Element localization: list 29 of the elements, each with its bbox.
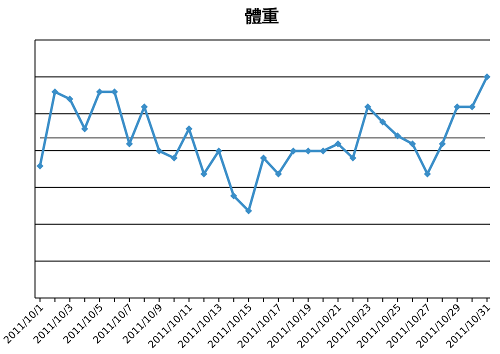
point xyxy=(454,103,461,110)
point xyxy=(230,192,238,200)
point xyxy=(304,147,312,154)
point xyxy=(334,140,342,148)
point xyxy=(320,147,327,154)
point xyxy=(484,73,490,80)
point xyxy=(186,125,192,132)
point xyxy=(260,154,267,162)
point xyxy=(200,170,208,178)
point xyxy=(290,147,297,154)
point xyxy=(379,118,386,126)
point xyxy=(51,88,58,96)
point xyxy=(156,147,163,154)
point xyxy=(409,140,416,148)
point xyxy=(274,170,282,178)
point xyxy=(364,103,372,110)
point xyxy=(438,140,446,148)
point xyxy=(81,125,88,132)
point xyxy=(424,170,431,178)
point xyxy=(245,207,252,214)
chart-title: 體重 xyxy=(245,7,279,27)
point xyxy=(394,132,402,140)
point xyxy=(349,154,356,162)
point xyxy=(111,88,118,96)
point xyxy=(36,162,44,170)
point xyxy=(66,95,74,102)
point xyxy=(468,103,476,110)
point xyxy=(170,154,178,162)
point xyxy=(215,147,222,154)
